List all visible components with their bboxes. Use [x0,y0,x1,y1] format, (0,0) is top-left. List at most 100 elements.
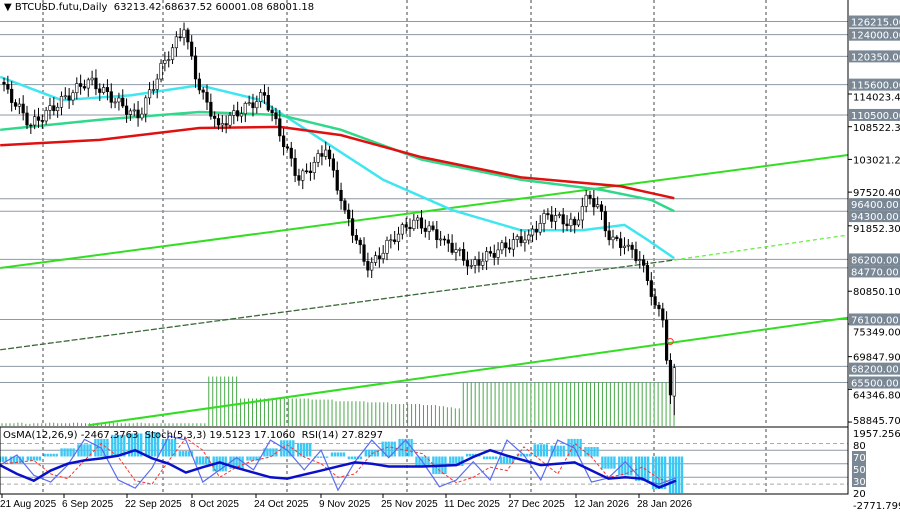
candle-body [270,109,274,114]
candle-body [193,55,198,80]
level-price-label: 124000.00 [851,31,900,42]
oscillator-tick-label: -2771.799 [853,501,900,512]
candle-body [492,252,496,258]
candle-body [619,238,623,248]
candle-body [393,239,397,242]
candle-body [446,239,450,244]
candle-body [408,226,412,229]
trend-line [0,259,675,351]
candle-body [469,265,473,267]
candle-body [561,214,565,225]
level-price-label-box [849,108,900,121]
rsi-legend: RSI(14) 27.8297 [301,430,383,441]
candle-body [546,213,550,216]
candle-body [182,29,186,39]
candle-body [259,92,263,102]
candle-body [216,118,221,126]
candle-body [603,211,607,232]
candle-body [592,198,596,208]
triangle-down-icon[interactable]: ▼ [4,2,15,13]
oscillator-level-label-box [852,475,866,487]
candle-body [569,218,573,227]
candle-body [266,95,270,111]
candle-body [607,230,611,241]
candle-body [596,204,600,208]
candle-body [622,245,627,248]
candle-body [442,238,447,241]
price-tick-label: 75349.00 [853,327,900,338]
candle-body [534,228,538,233]
date-axis-label: 21 Aug 2025 [0,499,57,510]
price-tick-label: 103021.20 [853,155,900,166]
date-axis-label: 12 Jan 2026 [574,499,630,510]
chart-header: ▼ BTCUSD.futu,Daily 63213.42 68637.52 60… [4,2,314,13]
level-price-label: 126215.00 [851,18,900,29]
candle-body [44,110,48,122]
candle-body [450,242,454,253]
level-price-label: 76100.00 [851,315,899,326]
candle-body [473,259,477,266]
candle-body [159,63,163,80]
candle-body [86,79,90,89]
candle-body [354,235,358,241]
candle-body [339,189,343,202]
candle-body [385,239,389,254]
candle-body [144,97,148,115]
candle-body [362,244,366,262]
candle-body-last [672,367,676,397]
candle-body [201,89,205,93]
candle-body [477,259,481,266]
date-axis-label: 9 Nov 2025 [319,499,371,510]
candle-body [611,236,615,241]
candle-body [412,219,416,229]
candle-body [178,36,182,39]
level-price-label-box [849,313,900,326]
candle-body [312,161,316,174]
candle-body [205,91,209,103]
date-axis-label: 24 Oct 2025 [254,499,309,510]
moving-average-ma_fast [0,75,675,260]
candle-body [151,89,155,91]
date-axis-label: 25 Nov 2025 [381,499,438,510]
candle-body [52,105,56,112]
candle-body [132,109,136,112]
candle-body [40,120,44,122]
price-tick-label: 97520.40 [853,188,900,199]
candle-body [527,234,531,241]
candle-body [304,170,309,173]
level-price-label-box [849,198,900,211]
candle-body [515,236,519,240]
candle-body [626,244,630,247]
candle-body [285,146,290,149]
candle-body [538,223,542,233]
candle-body [327,149,332,160]
level-price-label-box [849,210,900,223]
candle-body [645,265,650,281]
level-price-label-box [849,253,900,266]
candle-body [67,95,71,101]
candle-body [454,249,458,253]
candle-body [324,149,328,157]
candle-body [630,244,634,250]
candle-body [301,170,305,181]
candle-body [308,170,313,174]
date-axis-label: 8 Oct 2025 [190,499,239,510]
candle-body [63,95,67,98]
candle-body [519,236,523,244]
candle-body [668,359,673,396]
level-price-label-box [849,265,900,278]
level-price-label: 84770.00 [851,267,899,278]
oscillator-tick-label: 20 [853,489,866,500]
candle-body [462,249,466,261]
level-price-label: 65500.00 [851,378,899,389]
candle-body [347,209,351,219]
candle-body [653,296,657,306]
candle-body [109,91,113,103]
price-tick-label: 64346.80 [853,390,900,401]
candle-body [94,77,98,90]
candle-body [293,157,297,176]
candle-body [170,47,175,60]
candle-body [33,116,37,126]
